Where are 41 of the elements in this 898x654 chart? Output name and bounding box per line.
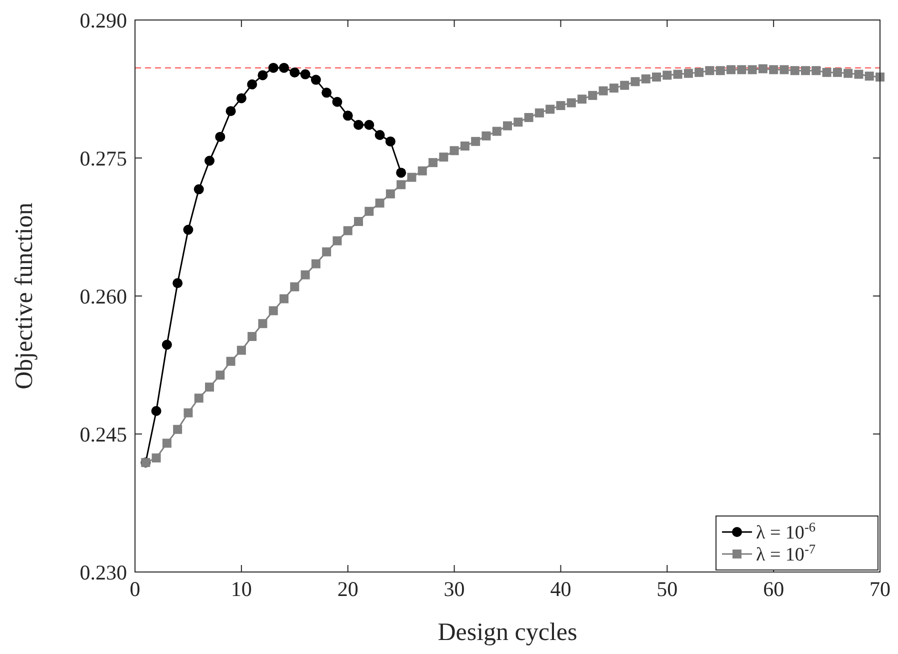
point xyxy=(354,120,364,130)
point xyxy=(364,120,374,130)
y-tick-label: 0.275 xyxy=(80,146,127,170)
point xyxy=(300,69,310,80)
x-tick-label: 30 xyxy=(444,577,465,601)
x-tick-label: 40 xyxy=(550,577,572,601)
y-tick-label: 0.245 xyxy=(80,422,127,446)
point xyxy=(236,93,246,104)
x-tick-label: 60 xyxy=(763,577,784,601)
x-tick-label: 0 xyxy=(130,577,140,601)
point xyxy=(310,74,321,85)
point xyxy=(194,184,204,194)
point xyxy=(279,62,289,73)
x-tick-label: 50 xyxy=(656,577,678,601)
point xyxy=(151,406,162,416)
point xyxy=(332,96,342,107)
y-tick-label: 0.260 xyxy=(80,284,127,308)
point xyxy=(183,224,194,235)
y-axis-title: Objective function xyxy=(11,202,38,390)
point xyxy=(268,62,278,73)
point xyxy=(162,340,172,350)
point xyxy=(172,278,183,288)
x-axis-title: Design cycles xyxy=(438,619,578,646)
point xyxy=(247,79,258,90)
point xyxy=(396,168,406,178)
point xyxy=(215,132,226,142)
point xyxy=(374,130,385,140)
point xyxy=(226,106,236,116)
legend-label: λ = 10$^{-7}$ xyxy=(756,541,816,566)
y-tick-label: 0.290 xyxy=(80,8,127,32)
point xyxy=(290,67,300,78)
legend-label: λ = 10$^{-6}$ xyxy=(756,519,816,544)
x-tick-label: 10 xyxy=(230,577,252,601)
point xyxy=(322,88,332,98)
x-tick-label: 70 xyxy=(870,577,890,601)
point xyxy=(385,136,396,146)
x-tick-label: 20 xyxy=(337,577,358,601)
point xyxy=(258,70,268,80)
point xyxy=(342,110,353,121)
y-tick-label: 0.230 xyxy=(80,560,127,584)
point xyxy=(204,156,214,166)
